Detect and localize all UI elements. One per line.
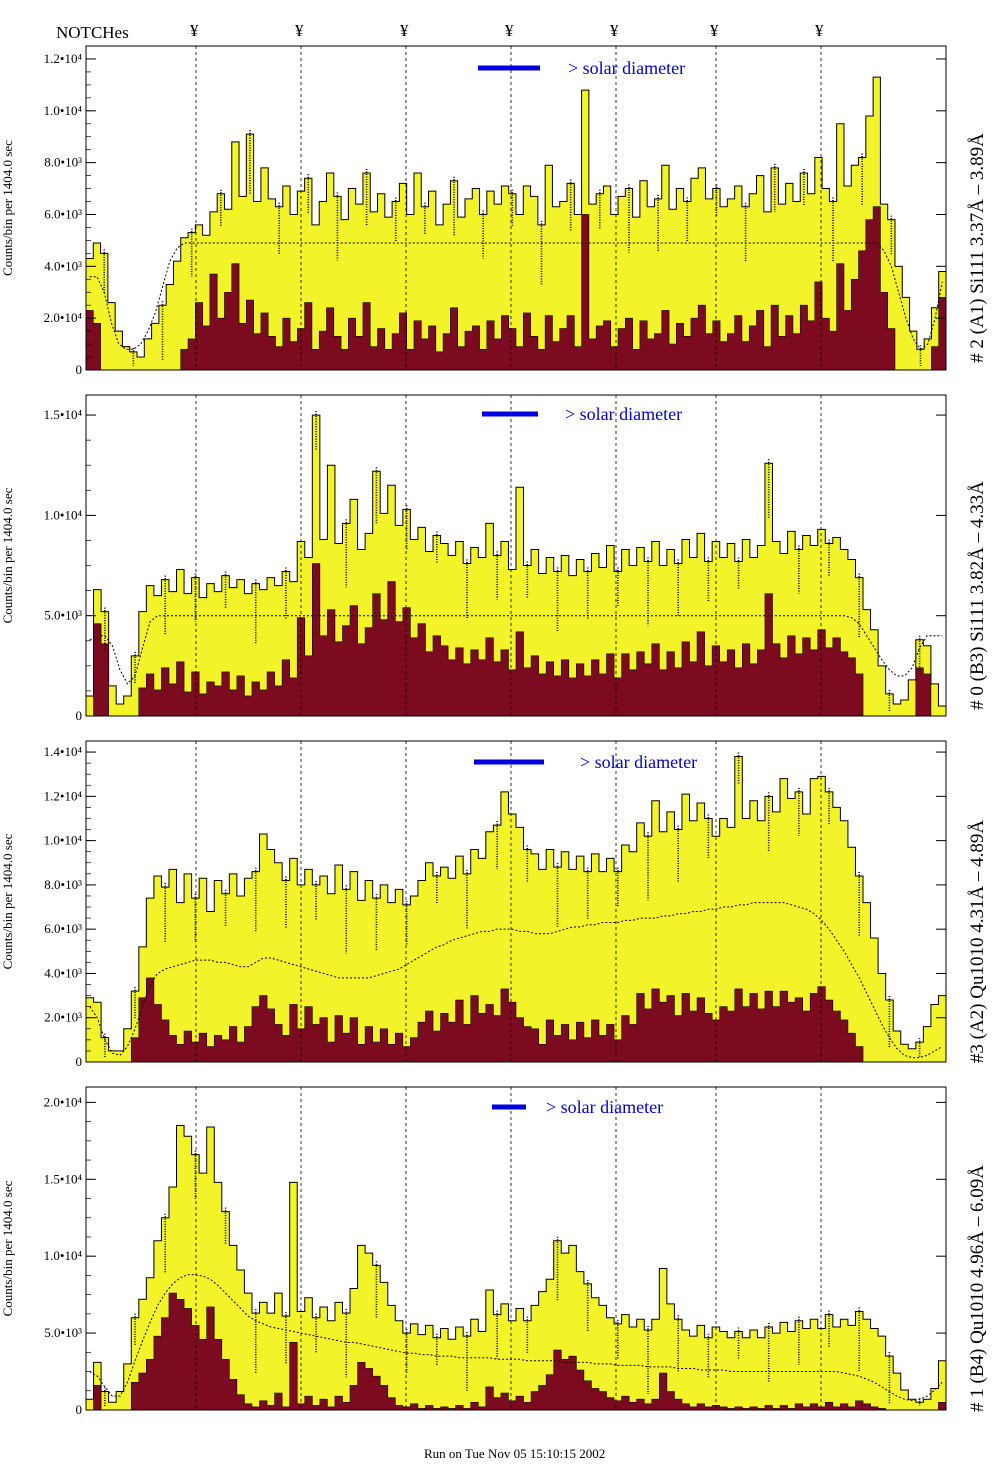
y-tick-label: 1.2•10⁴ xyxy=(44,788,83,803)
y-tick-label: 4.0•10³ xyxy=(44,965,82,980)
y-tick-label: 2.0•10⁴ xyxy=(44,1094,83,1109)
y-tick-label: 2.0•10³ xyxy=(44,1010,82,1025)
y-tick-label: 6.0•10³ xyxy=(44,206,82,221)
channel-label: # 1 (B4) Qu1010 4.96Å – 6.09Å xyxy=(967,1165,988,1412)
component-counts-series xyxy=(86,977,946,1062)
y-tick-label: 5.0•10³ xyxy=(44,608,82,623)
plot-area xyxy=(86,76,946,370)
plot-area xyxy=(86,414,946,716)
plot-area xyxy=(86,1124,946,1410)
solar-diameter-label: > solar diameter xyxy=(580,752,697,772)
panel-b3-si111: 0 5.0•10³ 1.0•10⁴ 1.5•10⁴ Counts/bin per 140… xyxy=(0,394,988,723)
y-tick-label: 8.0•10³ xyxy=(44,877,82,892)
y-tick-label: 5.0•10³ xyxy=(44,1325,82,1340)
plot-frame xyxy=(85,394,947,717)
line-id-annotations xyxy=(104,1150,921,1406)
channel-label: # 2 (A1) Si111 3.37Å – 3.89Å xyxy=(967,133,988,363)
panel-a2-qu1010: 0 2.0•10³ 4.0•10³ 6.0•10³ 8.0•10³ 1.0•10⁴ 1.2•… xyxy=(0,740,988,1069)
component-counts-series xyxy=(86,1292,946,1410)
channel-label: # 0 (B3) Si111 3.82Å – 4.33Å xyxy=(967,481,988,710)
panel-a1-si111: 0 2.0•10⁴ 4.0•10³ 6.0•10³ 8.0•10³ 1.0•10⁴ 1.2•… xyxy=(0,45,988,377)
y-axis-title: Counts/bin per 1404.0 sec xyxy=(0,833,15,969)
solar-diameter-label: > solar diameter xyxy=(565,404,682,424)
plot-frame xyxy=(85,45,947,371)
y-tick-label: 1.0•10⁴ xyxy=(44,507,83,522)
run-timestamp: Run on Tue Nov 05 15:10:15 2002 xyxy=(424,1446,605,1461)
notch-marker: ¥ xyxy=(190,21,199,40)
expected-level-line xyxy=(89,615,943,685)
notch-marker: ¥ xyxy=(505,21,514,40)
expected-level-line xyxy=(89,1274,943,1402)
line-id-annotations xyxy=(104,411,921,712)
y-tick-label: 1.5•10⁴ xyxy=(44,1171,83,1186)
solar-diameter-label: > solar diameter xyxy=(568,58,685,78)
expected-level-line xyxy=(89,902,943,1059)
y-tick-label: 1.4•10⁴ xyxy=(44,744,83,759)
y-tick-label: 0 xyxy=(76,362,83,377)
y-tick-label: 0 xyxy=(76,1054,83,1069)
total-counts-series xyxy=(86,755,946,1062)
notch-marker: ¥ xyxy=(610,21,619,40)
plot-frame xyxy=(85,740,947,1063)
notch-marker: ¥ xyxy=(400,21,409,40)
y-tick-label: 4.0•10³ xyxy=(44,258,82,273)
y-axis-title: Counts/bin per 1404.0 sec xyxy=(0,487,15,623)
y-tick-label: 8.0•10³ xyxy=(44,155,82,170)
y-tick-label: 2.0•10⁴ xyxy=(44,310,83,325)
solar-diameter-label: > solar diameter xyxy=(546,1097,663,1117)
panel-b4-qu1010: 0 5.0•10³ 1.0•10⁴ 1.5•10⁴ 2.0•10⁴ Counts/bin … xyxy=(0,1086,988,1417)
total-counts-series xyxy=(86,76,946,370)
notch-marker: ¥ xyxy=(295,21,304,40)
y-tick-label: 1.0•10⁴ xyxy=(44,1248,83,1263)
line-id-annotations xyxy=(104,752,921,1058)
notches-title: NOTCHes xyxy=(56,23,129,42)
y-tick-label: 1.5•10⁴ xyxy=(44,407,83,422)
channel-label: #3 (A2) Qu1010 4.31Å – 4.89Å xyxy=(967,820,988,1064)
notch-marker: ¥ xyxy=(815,21,824,40)
y-tick-label: 1.0•10⁴ xyxy=(44,103,83,118)
line-id-annotations xyxy=(103,130,922,366)
y-tick-label: 0 xyxy=(76,1402,83,1417)
y-tick-label: 1.2•10⁴ xyxy=(44,51,83,66)
y-tick-label: 6.0•10³ xyxy=(44,921,82,936)
notch-marker: ¥ xyxy=(710,21,719,40)
total-counts-series xyxy=(86,1124,946,1410)
y-axis-title: Counts/bin per 1404.0 sec xyxy=(0,1180,15,1316)
y-tick-label: 0 xyxy=(76,708,83,723)
plot-area xyxy=(86,755,946,1062)
y-tick-label: 1.0•10⁴ xyxy=(44,833,83,848)
notch-markers: ¥ ¥ ¥ ¥ ¥ ¥ ¥ xyxy=(190,21,824,40)
y-axis-title: Counts/bin per 1404.0 sec xyxy=(0,140,15,276)
plot-frame xyxy=(85,1086,947,1411)
